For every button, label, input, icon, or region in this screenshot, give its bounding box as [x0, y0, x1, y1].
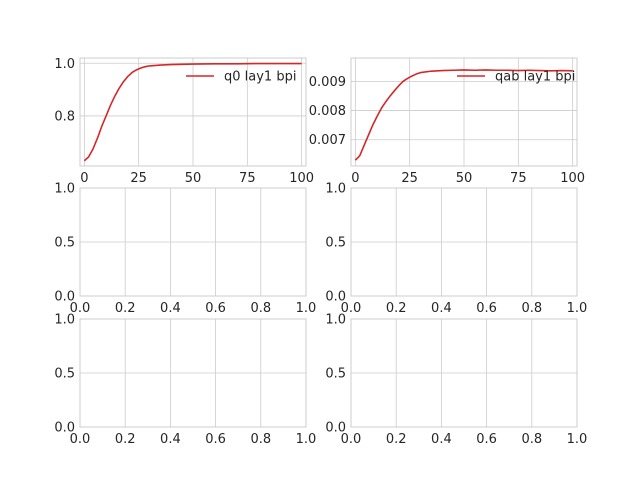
- subplot-4: 0.0 0.2 0.4 0.6 0.8 1.0 0.0 0.5 1.0: [325, 182, 587, 317]
- x-tick-label: 0.4: [160, 301, 181, 316]
- subplot-3: 0.0 0.2 0.4 0.6 0.8 1.0 0.0 0.5 1.0: [54, 182, 316, 317]
- x-tick-label: 0: [80, 171, 88, 186]
- legend-label: q0 lay1 bpi: [224, 70, 296, 85]
- x-tick-label: 100: [560, 171, 585, 186]
- x-tick-label: 75: [239, 171, 256, 186]
- subplot-2: 0 25 50 75 100 0.007 0.008 0.009 qab lay1 bpi: [309, 57, 585, 186]
- axes-frame: [350, 318, 578, 428]
- y-tick-label: 0.009: [309, 75, 346, 90]
- x-tick-label: 0.0: [70, 432, 91, 447]
- x-tick-label: 0.0: [341, 301, 362, 316]
- legend-label: qab lay1 bpi: [495, 70, 575, 85]
- y-tick-label: 0.0: [54, 290, 75, 305]
- y-tick-label: 1.0: [325, 313, 346, 328]
- y-tick-label: 0.0: [325, 421, 346, 436]
- x-tick-label: 25: [130, 171, 147, 186]
- y-tick-label: 0.0: [54, 421, 75, 436]
- y-tick-label: 0.5: [54, 367, 75, 382]
- x-tick-label: 0.6: [205, 301, 226, 316]
- x-tick-label: 0.0: [341, 432, 362, 447]
- legend: q0 lay1 bpi: [186, 70, 296, 85]
- y-tick-label: 0.0: [325, 290, 346, 305]
- x-tick-label: 0.6: [205, 432, 226, 447]
- axes-frame: [79, 187, 307, 297]
- x-tick-label: 0.8: [250, 301, 271, 316]
- y-tick-label: 0.5: [325, 236, 346, 251]
- x-tick-label: 0.2: [386, 432, 407, 447]
- subplot-6: 0.0 0.2 0.4 0.6 0.8 1.0 0.0 0.5 1.0: [325, 313, 587, 448]
- series-line: [83, 62, 302, 162]
- x-tick-label: 50: [185, 171, 202, 186]
- axes-frame: [350, 187, 578, 297]
- y-tick-label: 0.8: [54, 109, 75, 124]
- x-tick-label: 0.2: [115, 301, 136, 316]
- subplot-1: 0 25 50 75 100 0.8 1.0 q0 lay1 bpi: [54, 57, 314, 186]
- y-tick-label: 0.008: [309, 104, 346, 119]
- x-tick-label: 0.2: [115, 432, 136, 447]
- axes-frame: [350, 57, 578, 167]
- x-tick-label: 0.6: [476, 301, 497, 316]
- x-tick-label: 75: [510, 171, 527, 186]
- y-tick-label: 1.0: [54, 182, 75, 197]
- x-tick-label: 0.4: [160, 432, 181, 447]
- x-tick-label: 1.0: [567, 301, 588, 316]
- axes-frame: [79, 318, 307, 428]
- legend: qab lay1 bpi: [457, 70, 575, 85]
- y-tick-label: 0.007: [309, 133, 346, 148]
- x-tick-label: 0.4: [431, 301, 452, 316]
- x-tick-label: 0.4: [431, 432, 452, 447]
- y-tick-label: 0.5: [54, 236, 75, 251]
- series-line: [354, 69, 573, 161]
- x-tick-label: 1.0: [567, 432, 588, 447]
- x-tick-label: 0: [351, 171, 359, 186]
- subplot-5: 0.0 0.2 0.4 0.6 0.8 1.0 0.0 0.5 1.0: [54, 313, 316, 448]
- x-tick-label: 0.8: [250, 432, 271, 447]
- x-tick-label: 0.0: [70, 301, 91, 316]
- y-tick-label: 0.5: [325, 367, 346, 382]
- x-tick-label: 0.8: [521, 432, 542, 447]
- axes-frame: [79, 57, 307, 167]
- y-tick-label: 1.0: [325, 182, 346, 197]
- y-tick-label: 1.0: [54, 57, 75, 72]
- x-tick-label: 0.6: [476, 432, 497, 447]
- x-tick-label: 50: [456, 171, 473, 186]
- x-tick-label: 100: [289, 171, 314, 186]
- y-tick-label: 1.0: [54, 313, 75, 328]
- x-tick-label: 0.8: [521, 301, 542, 316]
- x-tick-label: 0.2: [386, 301, 407, 316]
- x-tick-label: 1.0: [296, 301, 317, 316]
- x-tick-label: 1.0: [296, 432, 317, 447]
- x-tick-label: 25: [401, 171, 418, 186]
